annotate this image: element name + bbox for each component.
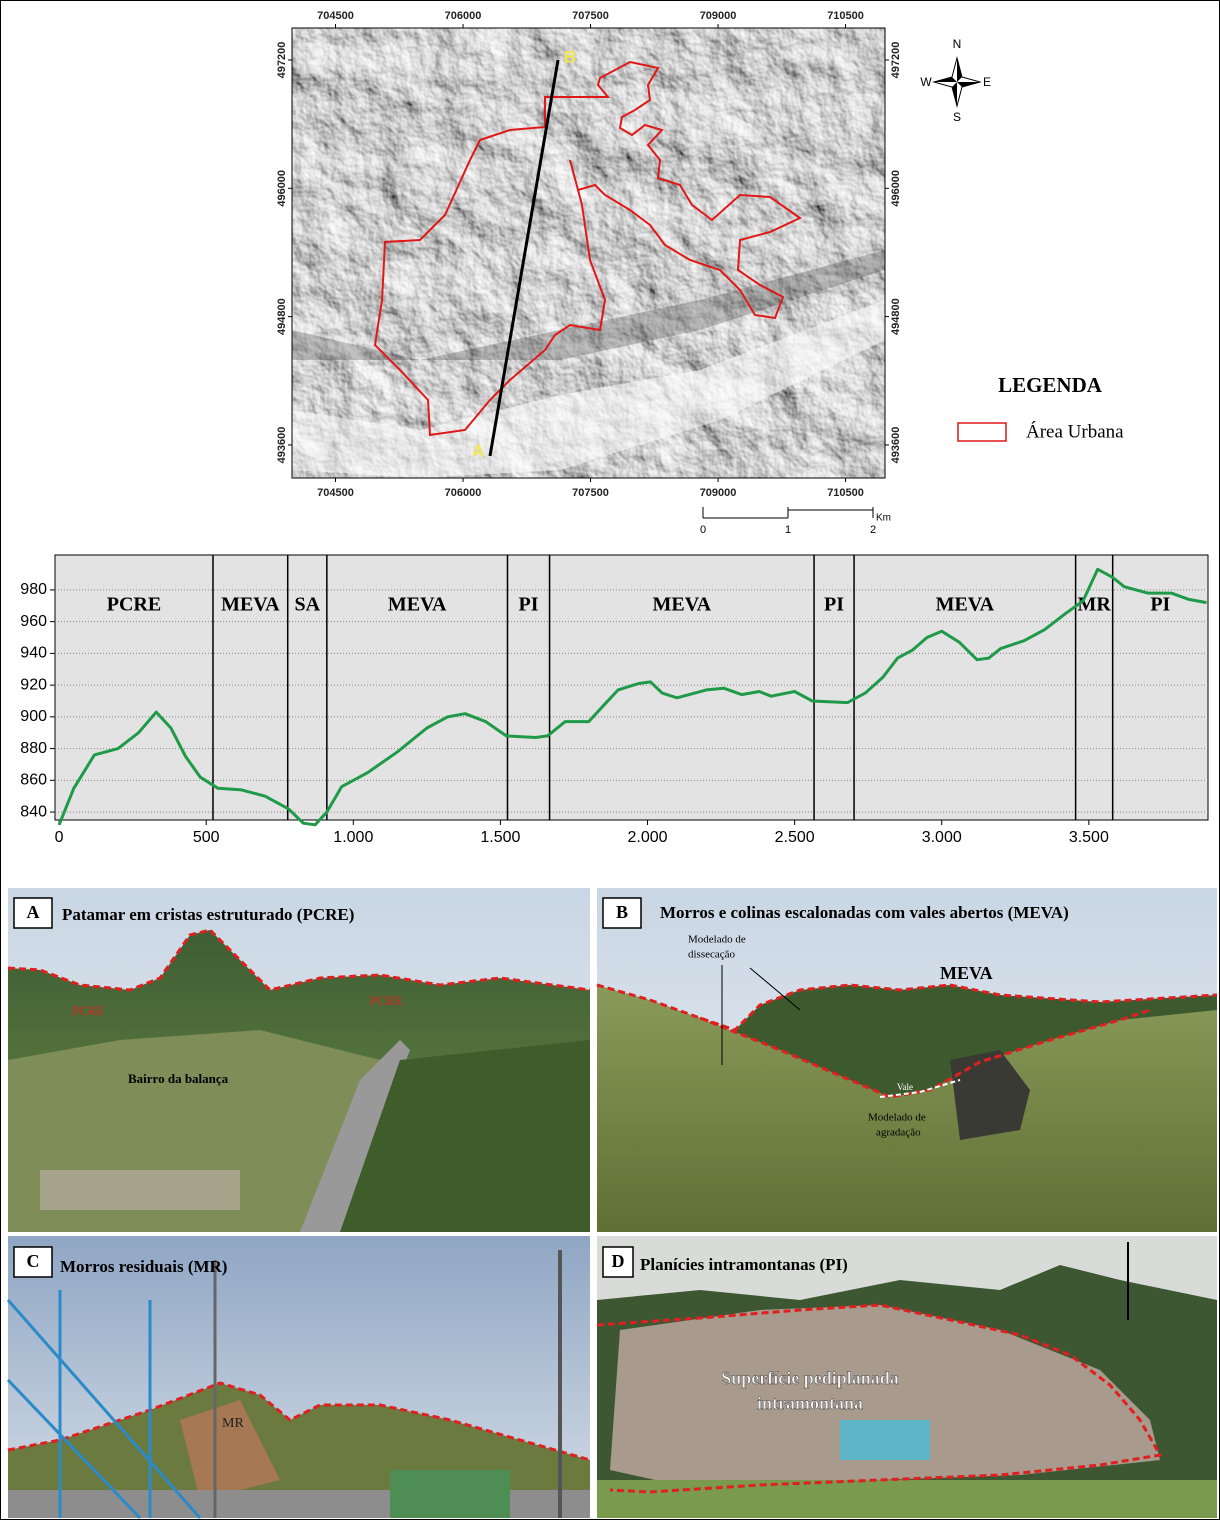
map-x-label: 704500 <box>317 487 354 499</box>
y-tick-label: 900 <box>20 708 47 725</box>
point-label: B <box>564 47 576 66</box>
zone-label: SA <box>294 594 320 616</box>
panel-letter: D <box>612 1251 625 1271</box>
zone-label: MEVA <box>653 594 712 616</box>
y-tick-label: 880 <box>20 740 47 757</box>
photo-label: PCRE <box>72 1003 105 1018</box>
y-tick-label: 840 <box>20 803 47 820</box>
map-y-label: 493600 <box>890 427 902 464</box>
profile-chart: 840 860 880 900 920 940 960 980 0 500 1.000 1.500 2.… <box>20 555 1208 846</box>
scale-label: 0 <box>700 524 706 536</box>
y-tick-label: 980 <box>20 581 47 598</box>
map-y-label: 494800 <box>276 298 288 335</box>
x-tick-label: 1.500 <box>480 829 520 846</box>
zone-label: PI <box>824 594 844 616</box>
y-tick-label: 920 <box>20 676 47 693</box>
photo-label: PCRE <box>370 993 403 1008</box>
map-x-label: 710500 <box>827 10 864 22</box>
photo-label: Superfície pediplanada <box>721 1368 899 1388</box>
x-tick-label: 2.000 <box>628 829 668 846</box>
x-tick-label: 3.500 <box>1069 829 1109 846</box>
photo-label: dissecação <box>688 949 736 961</box>
y-tick-label: 960 <box>20 613 47 630</box>
panel-letter: A <box>27 902 40 922</box>
map-x-label: 706000 <box>445 487 482 499</box>
panel-title: Morros residuais (MR) <box>60 1257 227 1276</box>
zone-label: PCRE <box>107 594 161 616</box>
legend-label: Área Urbana <box>1026 420 1124 442</box>
compass-label: S <box>953 110 961 124</box>
map-x-label: 707500 <box>572 487 609 499</box>
map-x-label: 709000 <box>700 487 737 499</box>
map-y-label: 497200 <box>890 42 902 79</box>
x-tick-label: 3.000 <box>922 829 962 846</box>
panel-title: Planícies intramontanas (PI) <box>640 1255 848 1274</box>
panel-letter: C <box>27 1251 40 1271</box>
photo-label: Modelado de <box>688 934 746 946</box>
x-tick-label: 1.000 <box>333 829 373 846</box>
x-tick-label: 2.500 <box>775 829 815 846</box>
map-x-label: 710500 <box>827 487 864 499</box>
photo-label: intramontana <box>757 1393 863 1413</box>
panel-letter: B <box>616 902 628 922</box>
legend-title: LEGENDA <box>998 373 1103 397</box>
compass-label: E <box>983 75 991 89</box>
map-x-label: 707500 <box>572 10 609 22</box>
compass-label: N <box>953 37 962 51</box>
photo-label: Modelado de <box>868 1112 926 1124</box>
map-y-label: 493600 <box>276 427 288 464</box>
scale-label: 1 <box>785 524 791 536</box>
photo-label: Vale <box>897 1082 913 1092</box>
photo-c <box>8 1236 590 1518</box>
panel-title: Morros e colinas escalonadas com vales a… <box>660 903 1069 922</box>
map-y-label: 496000 <box>890 170 902 207</box>
zone-label: MEVA <box>221 594 280 616</box>
map-x-label: 704500 <box>317 10 354 22</box>
y-tick-label: 860 <box>20 772 47 789</box>
panel-title: Patamar em cristas estruturado (PCRE) <box>62 905 354 924</box>
x-tick-label: 0 <box>55 829 64 846</box>
scale-unit: Km <box>876 513 891 524</box>
photo-label: Bairro da balança <box>128 1071 229 1086</box>
zone-label: MEVA <box>388 594 447 616</box>
y-tick-label: 940 <box>20 645 47 662</box>
photo-a <box>8 888 590 1232</box>
x-tick-label: 500 <box>193 829 220 846</box>
zone-label: PI <box>1150 594 1170 616</box>
photo-label: agradação <box>876 1127 921 1139</box>
compass-label: W <box>920 75 932 89</box>
zone-label: PI <box>519 594 539 616</box>
legend-swatch <box>958 423 1006 441</box>
figure: A B 704500 704500 706000 706000 707500 707500… <box>0 0 1220 1520</box>
map-x-label: 709000 <box>700 10 737 22</box>
photo-d <box>597 1236 1217 1518</box>
point-label: A <box>472 441 484 460</box>
scale-label: 2 <box>870 524 876 536</box>
photo-label: MR <box>222 1416 244 1431</box>
photo-label: MEVA <box>940 963 993 983</box>
map-y-label: 496000 <box>276 170 288 207</box>
map-x-label: 706000 <box>445 10 482 22</box>
zone-label: MEVA <box>936 594 995 616</box>
north-arrow <box>934 58 980 106</box>
map-y-label: 494800 <box>890 298 902 335</box>
map-y-label: 497200 <box>276 42 288 79</box>
zone-label: MR <box>1077 594 1111 616</box>
